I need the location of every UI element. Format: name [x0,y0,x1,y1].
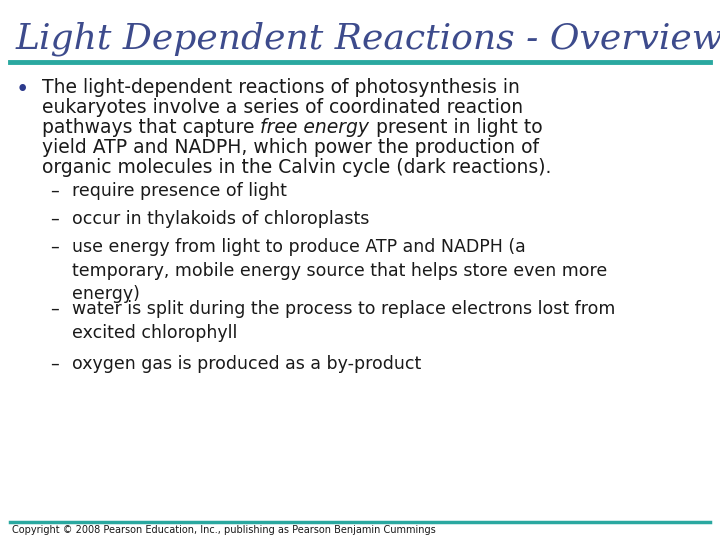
Text: use energy from light to produce ATP and NADPH (a
temporary, mobile energy sourc: use energy from light to produce ATP and… [72,238,607,303]
Text: free energy: free energy [261,118,369,137]
Text: require presence of light: require presence of light [72,182,287,200]
Text: oxygen gas is produced as a by-product: oxygen gas is produced as a by-product [72,355,421,373]
Text: The light-dependent reactions of photosynthesis in: The light-dependent reactions of photosy… [42,78,520,97]
Text: present in light to: present in light to [369,118,542,137]
Text: organic molecules in the Calvin cycle (dark reactions).: organic molecules in the Calvin cycle (d… [42,158,552,177]
Text: –: – [50,355,59,373]
Text: –: – [50,210,59,228]
Text: –: – [50,300,59,318]
Text: Copyright © 2008 Pearson Education, Inc., publishing as Pearson Benjamin Cumming: Copyright © 2008 Pearson Education, Inc.… [12,525,436,535]
Text: eukaryotes involve a series of coordinated reaction: eukaryotes involve a series of coordinat… [42,98,523,117]
Text: –: – [50,182,59,200]
Text: Light Dependent Reactions - Overview: Light Dependent Reactions - Overview [16,22,720,57]
Text: occur in thylakoids of chloroplasts: occur in thylakoids of chloroplasts [72,210,369,228]
Text: water is split during the process to replace electrons lost from
excited chlorop: water is split during the process to rep… [72,300,616,342]
Text: –: – [50,238,59,256]
Text: •: • [16,78,30,101]
Text: yield ATP and NADPH, which power the production of: yield ATP and NADPH, which power the pro… [42,138,539,157]
Text: pathways that capture: pathways that capture [42,118,261,137]
